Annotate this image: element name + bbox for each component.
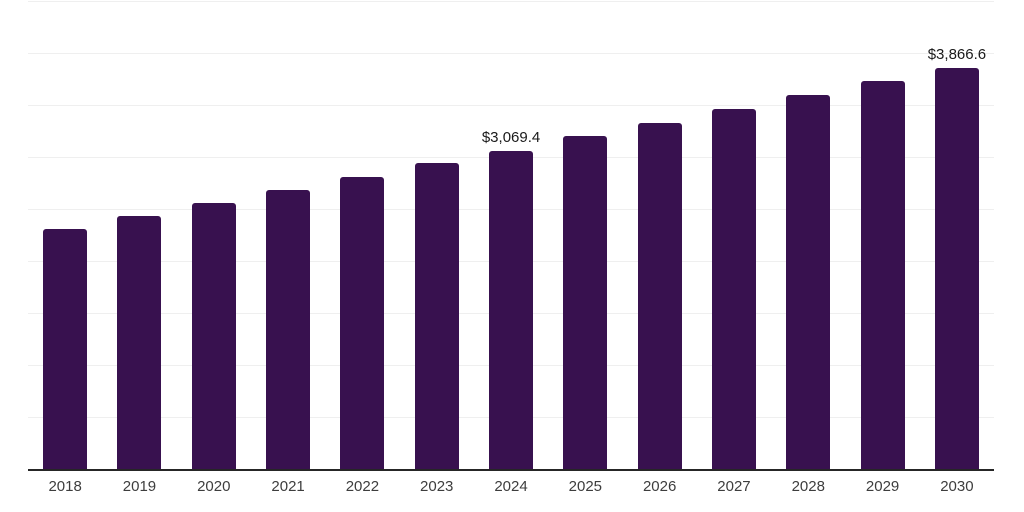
gridline-3500: [28, 105, 994, 106]
gridline-4000: [28, 53, 994, 54]
gridline-4500: [28, 1, 994, 2]
bar-band-2018: [28, 2, 102, 470]
x-tick-label-2023: 2023: [420, 478, 454, 495]
bar-2020: [191, 203, 236, 470]
bar-2028: [786, 94, 831, 470]
x-tick-label-2019: 2019: [122, 478, 157, 495]
x-tick-label-2024: 2024: [494, 478, 528, 495]
bar-band-2026: [623, 2, 697, 470]
bar-band-2019: [102, 2, 176, 470]
bar-2018: [43, 229, 88, 470]
x-tick-label-2020: 2020: [197, 478, 231, 495]
bar-2019: [117, 216, 162, 470]
x-tick-label-2028: 2028: [791, 478, 825, 495]
bar-2026: [637, 123, 682, 470]
bar-band-2028: [771, 2, 845, 470]
bar-2025: [563, 136, 608, 470]
bar-band-2023: [400, 2, 474, 470]
bar-band-2030: $3,866.6: [920, 2, 994, 470]
bar-2029: [860, 81, 905, 470]
bar-band-2021: [251, 2, 325, 470]
bar-2023: [414, 163, 459, 470]
bar-2022: [340, 177, 385, 470]
x-tick-label-2025: 2025: [568, 478, 603, 495]
bar-value-label-2024: $3,069.4: [481, 128, 541, 146]
bar-band-2025: [548, 2, 622, 470]
x-tick-label-2022: 2022: [345, 478, 380, 495]
bar-band-2029: [845, 2, 919, 470]
x-tick-label-2018: 2018: [48, 478, 82, 495]
x-tick-label-2026: 2026: [642, 478, 677, 495]
x-tick-label-2029: 2029: [865, 478, 900, 495]
bar-band-2020: [177, 2, 251, 470]
x-tick-label-2021: 2021: [271, 478, 305, 495]
plot-area: $3,069.4 $3,866.6: [28, 1, 994, 471]
bar-2021: [266, 190, 311, 470]
bar-2030: [934, 67, 979, 470]
x-tick-label-2030: 2030: [940, 478, 974, 495]
x-tick-label-2027: 2027: [717, 478, 751, 495]
x-axis-labels: 2018 2019 2020 2021 2022 2023 2024 2025 2026 2027…: [28, 478, 994, 495]
bars-row: $3,069.4 $3,866.6: [28, 2, 994, 470]
bar-band-2027: [697, 2, 771, 470]
bar-band-2024: $3,069.4: [474, 2, 548, 470]
bar-band-2022: [325, 2, 399, 470]
bar-2024: [489, 150, 534, 470]
bar-value-label-2030: $3,866.6: [927, 45, 987, 63]
bar-2027: [711, 109, 756, 470]
x-axis-line: [28, 469, 994, 471]
